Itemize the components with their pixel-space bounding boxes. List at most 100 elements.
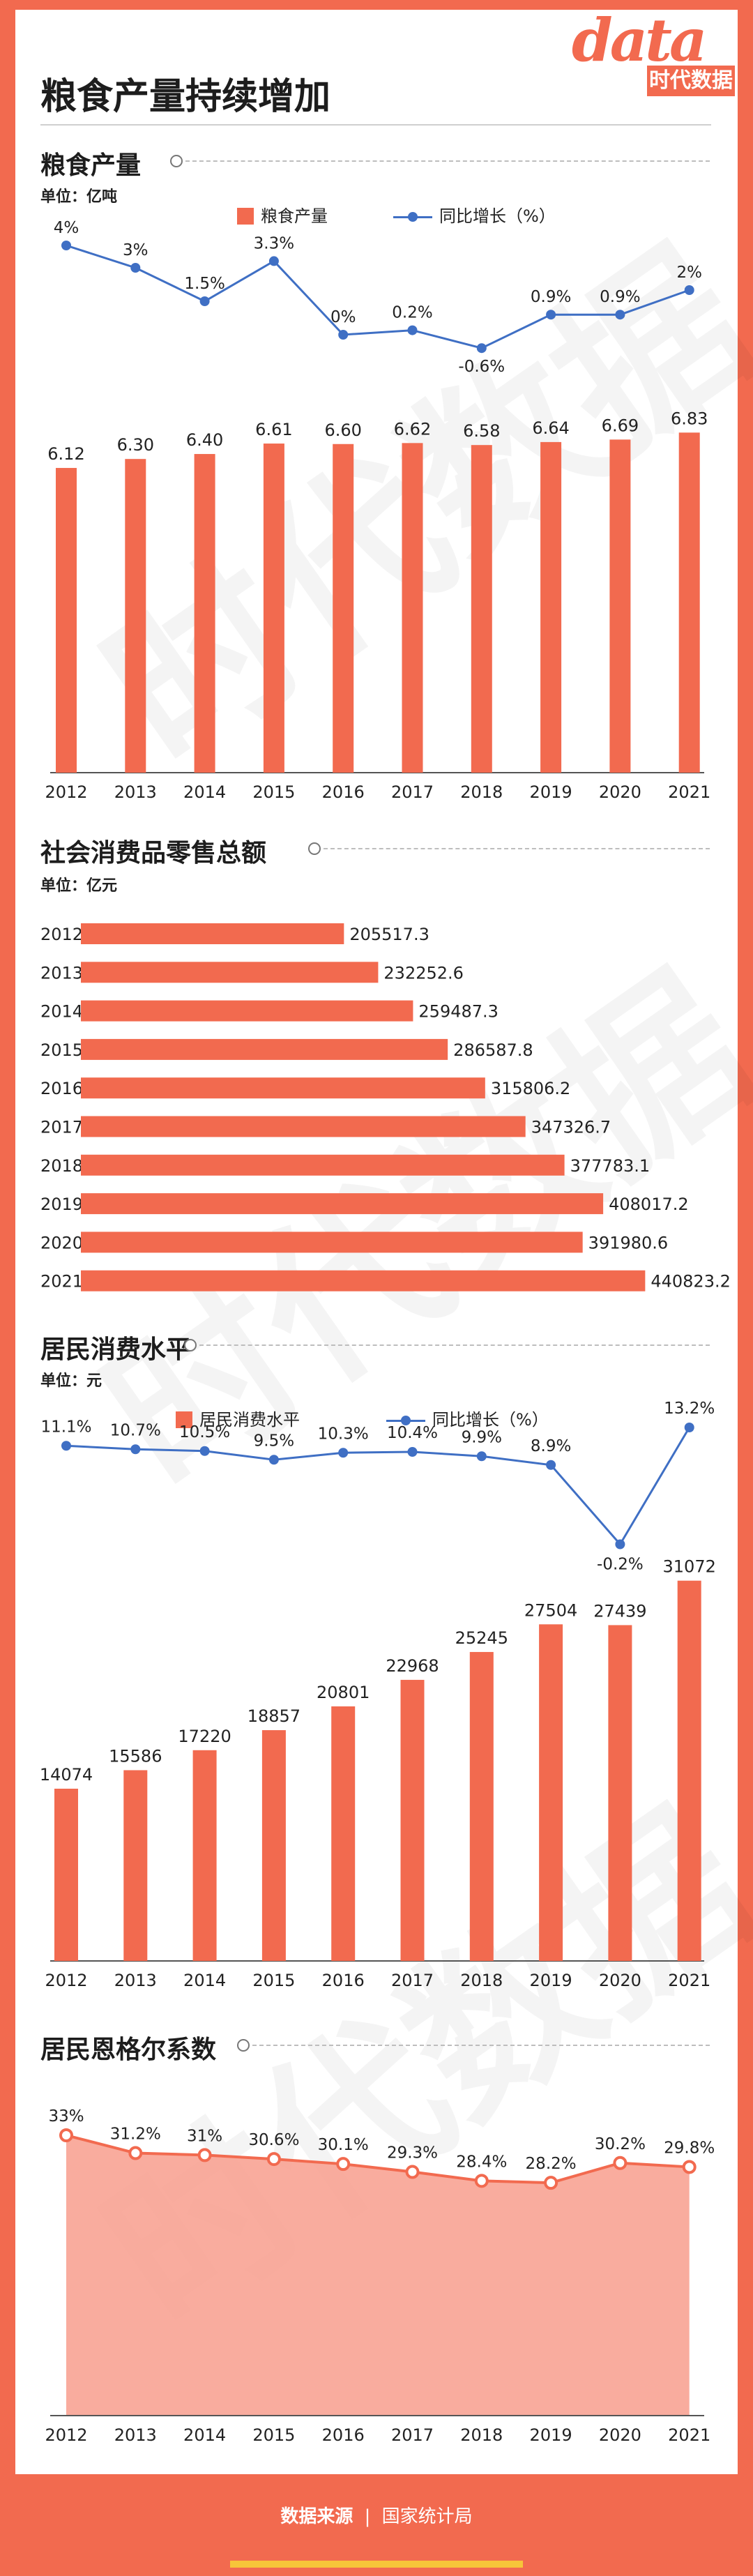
bar-value-label: 6.40: [186, 430, 223, 450]
growth-point: [546, 1460, 556, 1470]
bar-value-label: 286587.8: [453, 1040, 533, 1060]
bar: [261, 1730, 286, 1961]
bar-value-label: 6.83: [671, 409, 708, 428]
bar-value-label: 17220: [178, 1727, 231, 1746]
data-point: [405, 2165, 420, 2179]
bar: [56, 468, 77, 773]
bar: [333, 444, 354, 773]
growth-point: [407, 1447, 418, 1457]
growth-point: [268, 1455, 279, 1465]
frame-top: [0, 0, 753, 10]
bar: [192, 1750, 217, 1961]
growth-point: [546, 310, 556, 320]
y-tick-label: 2017: [40, 1118, 83, 1137]
x-tick-label: 2014: [183, 2425, 226, 2445]
engel-chart: 33% 2012 31.2% 2013 31% 2014 30.6% 2015 30.1% 201…: [45, 2107, 715, 2445]
bar-value-label: 15586: [109, 1746, 162, 1766]
bar: [81, 1154, 565, 1176]
growth-point: [338, 330, 349, 340]
section-dot-icon: [308, 842, 321, 855]
growth-point: [338, 1448, 349, 1458]
consumption-chart: 14074 2012 15586 2013 17220 2014 18857 2015 2080…: [40, 1400, 716, 1990]
growth-point: [476, 343, 487, 354]
data-point: [613, 2155, 628, 2170]
growth-point: [407, 325, 418, 335]
legend-bar-label: 居民消费水平: [199, 1410, 300, 1430]
legend-line-label: 同比增长（%）: [432, 1410, 549, 1430]
data-label: 33%: [48, 2107, 84, 2126]
bar: [678, 432, 700, 773]
growth-point: [684, 1423, 694, 1432]
legend-bar-swatch: [237, 208, 254, 225]
bar: [81, 1232, 583, 1253]
growth-point: [268, 256, 279, 266]
data-label: 30.1%: [318, 2136, 369, 2154]
footer-accent-bar: [230, 2561, 523, 2568]
data-label: 30.6%: [248, 2131, 299, 2149]
data-label: 31%: [187, 2127, 222, 2145]
bar: [677, 1580, 701, 1961]
x-tick-label: 2019: [530, 1971, 572, 1990]
bar-value-label: 440823.2: [651, 1272, 731, 1291]
footer: 数据来源 | 国家统计局: [0, 2474, 753, 2576]
y-tick-label: 2019: [40, 1195, 83, 1214]
bar: [81, 962, 379, 983]
x-tick-label: 2020: [599, 1971, 641, 1990]
growth-label: 8.9%: [531, 1437, 571, 1455]
growth-label: 10.7%: [110, 1421, 161, 1439]
bar: [125, 459, 146, 773]
section-dot-icon: [184, 1339, 197, 1351]
y-tick-label: 2018: [40, 1156, 83, 1176]
bar: [539, 1624, 563, 1961]
x-tick-label: 2015: [252, 2425, 295, 2445]
data-label: 31.2%: [110, 2126, 161, 2144]
bar-value-label: 6.58: [463, 421, 500, 441]
footer-source: 数据来源 | 国家统计局: [0, 2502, 753, 2528]
x-tick-label: 2020: [599, 2425, 641, 2445]
growth-point: [61, 241, 71, 250]
bar-value-label: 6.12: [47, 444, 84, 464]
growth-label: 10.4%: [387, 1424, 438, 1442]
area-fill: [66, 2135, 690, 2416]
growth-label: 11.1%: [40, 1418, 91, 1436]
data-point: [544, 2176, 558, 2190]
bar: [469, 1651, 494, 1961]
growth-point: [199, 296, 210, 306]
frame-right: [738, 0, 753, 2576]
legend-line-consumption: 同比增长（%）: [386, 1406, 549, 1430]
x-tick-label: 2012: [45, 2425, 87, 2445]
x-tick-label: 2021: [668, 782, 710, 802]
section-dot-icon: [170, 155, 183, 167]
growth-label: 0%: [330, 308, 356, 326]
page-title: 粮食产量持续增加: [40, 76, 331, 118]
legend-line-grain: 同比增长（%）: [393, 202, 556, 227]
growth-label: -0.2%: [597, 1556, 644, 1574]
x-tick-label: 2014: [183, 1971, 226, 1990]
section-title-consumption: 居民消费水平: [40, 1335, 192, 1364]
data-label: 29.8%: [664, 2139, 715, 2157]
bar-value-label: 18857: [248, 1706, 301, 1726]
data-point: [128, 2146, 143, 2160]
bar-value-label: 315806.2: [491, 1079, 571, 1098]
unit-label-grain: 单位：亿吨: [40, 188, 118, 206]
x-tick-label: 2019: [530, 2425, 572, 2445]
growth-point: [615, 1539, 625, 1550]
y-tick-label: 2020: [40, 1233, 83, 1252]
bar: [331, 1706, 356, 1961]
footer-label: 数据来源: [280, 2506, 353, 2527]
growth-label: 10.5%: [179, 1423, 230, 1441]
bar-value-label: 6.61: [255, 420, 292, 439]
growth-label: 1.5%: [184, 275, 225, 293]
x-tick-label: 2017: [391, 782, 434, 802]
bar: [54, 1789, 78, 1961]
growth-line: [66, 244, 690, 349]
growth-point: [615, 310, 625, 320]
bar: [402, 443, 423, 773]
growth-point: [476, 1451, 487, 1462]
section-dash-rule: [185, 160, 710, 162]
unit-label-consumption: 单位：元: [40, 1372, 102, 1390]
data-point: [266, 2152, 281, 2167]
bar-value-label: 6.60: [324, 421, 361, 440]
legend-bar-consumption: 居民消费水平: [176, 1406, 300, 1430]
x-tick-label: 2017: [391, 2425, 434, 2445]
